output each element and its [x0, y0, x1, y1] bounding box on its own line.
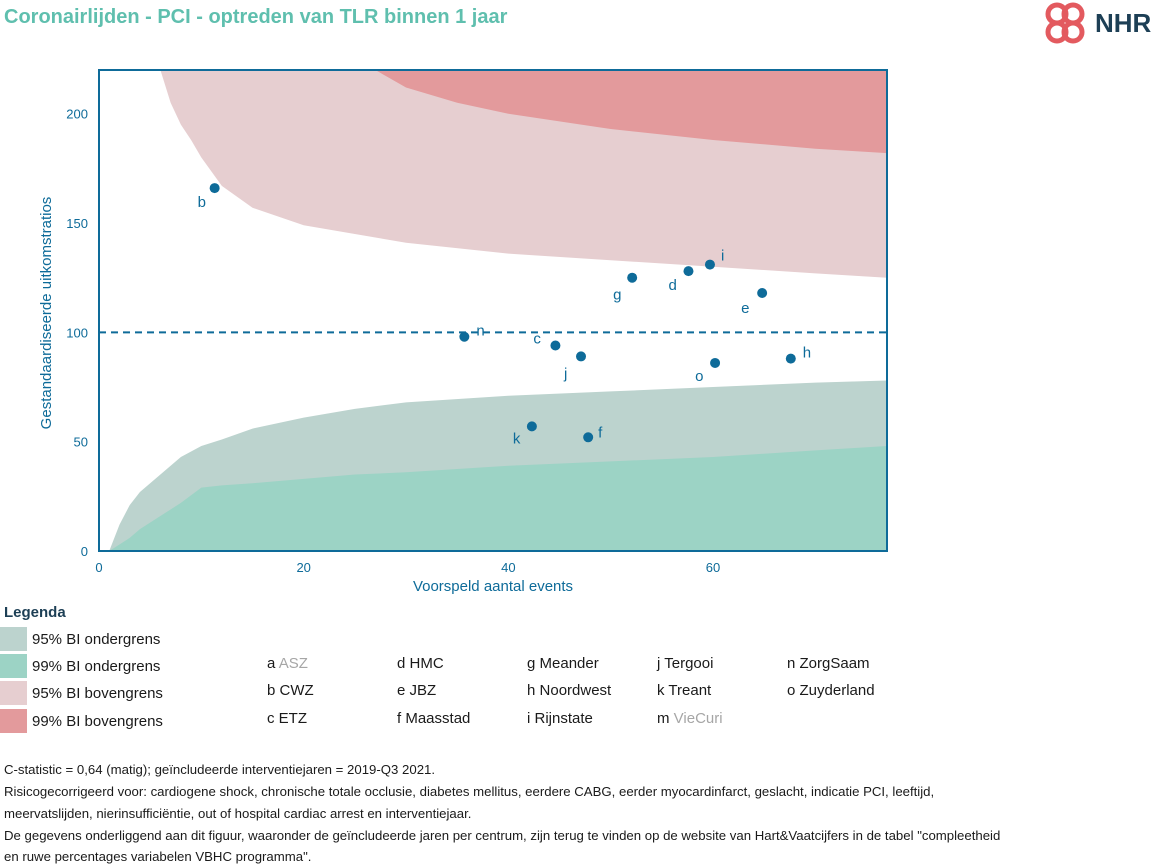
legend-title: Legenda — [4, 604, 66, 621]
center-key-item: b CWZ — [267, 682, 314, 699]
plot-border — [98, 69, 888, 552]
data-point-f — [583, 432, 594, 443]
legend-item-lower99: 99% BI ondergrens — [0, 654, 160, 678]
point-label-f: f — [598, 424, 603, 441]
point-label-k: k — [513, 430, 521, 447]
data-point-k — [526, 421, 537, 432]
point-label-h: h — [803, 345, 811, 362]
point-label-j: j — [563, 365, 567, 382]
data-point-e — [757, 288, 768, 299]
center-key-item: i Rijnstate — [527, 710, 593, 727]
x-tick-label: 20 — [296, 560, 310, 575]
data-point-d — [683, 266, 694, 277]
point-label-o: o — [695, 368, 703, 385]
x-axis-label: Voorspeld aantal events — [413, 578, 573, 595]
y-tick-label: 50 — [74, 435, 88, 450]
legend-item-upper99: 99% BI bovengrens — [0, 709, 163, 733]
legend-swatch — [0, 681, 27, 705]
nhr-logo-icon — [1045, 2, 1085, 44]
center-key-item: a ASZ — [267, 655, 308, 672]
legend-label: 99% BI bovengrens — [32, 712, 163, 730]
legend-item-lower95: 95% BI ondergrens — [0, 627, 160, 651]
y-axis-label: Gestandaardiseerde uitkomstratios — [38, 197, 55, 430]
x-axis-ticks: 0 20 40 60 — [95, 560, 720, 575]
point-label-b: b — [198, 194, 206, 211]
y-axis-ticks: 0 50 100 150 200 — [66, 107, 88, 559]
point-label-c: c — [533, 330, 541, 347]
center-key-item: n ZorgSaam — [787, 655, 870, 672]
y-tick-label: 200 — [66, 107, 88, 122]
page-title: Coronairlijden - PCI - optreden van TLR … — [4, 6, 508, 28]
legend-item-upper95: 95% BI bovengrens — [0, 681, 163, 705]
upper-99-band — [375, 70, 887, 154]
legend-swatch — [0, 627, 27, 651]
logo-text: NHR — [1095, 8, 1152, 38]
lower-99-band — [109, 446, 887, 551]
point-label-d: d — [668, 277, 676, 294]
data-point-i — [704, 259, 715, 270]
point-label-e: e — [741, 300, 749, 317]
legend-label: 95% BI ondergrens — [32, 630, 161, 648]
footnote-statistic: C-statistic = 0,64 (matig); geïncludeerd… — [4, 762, 436, 777]
center-key-item: m VieCuri — [657, 710, 723, 727]
y-tick-label: 150 — [66, 216, 88, 231]
footnote-risk-adjustment: Risicogecorrigeerd voor: cardiogene shoc… — [4, 784, 935, 799]
footnote-source: De gegevens onderliggend aan dit figuur,… — [4, 828, 1001, 843]
point-label-g: g — [613, 287, 621, 304]
y-tick-label: 100 — [66, 325, 88, 340]
x-tick-label: 60 — [706, 560, 720, 575]
data-point-o — [710, 357, 721, 368]
legend-label: 95% BI bovengrens — [32, 684, 163, 702]
center-key-item: f Maasstad — [397, 710, 471, 727]
legend-swatch — [0, 709, 27, 733]
point-label-i: i — [721, 248, 724, 265]
data-point-n — [459, 331, 470, 342]
data-point-g — [627, 272, 638, 283]
legend-label: 99% BI ondergrens — [32, 657, 161, 675]
legend-swatch — [0, 654, 27, 678]
center-key-item: o Zuyderland — [787, 682, 875, 699]
point-label-n: n — [476, 323, 484, 340]
footnote-risk-adjustment-cont: meervatslijden, nierinsufficiëntie, out … — [4, 806, 472, 821]
data-points: b i d g e n c j h o k f — [198, 183, 811, 447]
data-point-h — [785, 353, 796, 364]
center-key-item: c ETZ — [267, 710, 308, 727]
center-key-item: k Treant — [657, 682, 712, 699]
center-key-item: h Noordwest — [527, 682, 612, 699]
data-point-b — [209, 183, 220, 194]
center-key-item: j Tergooi — [657, 655, 714, 672]
x-tick-label: 40 — [501, 560, 515, 575]
center-key-item: g Meander — [527, 655, 599, 672]
data-point-j — [576, 351, 587, 362]
center-key-item: d HMC — [397, 655, 444, 672]
x-tick-label: 0 — [95, 560, 102, 575]
data-point-c — [550, 340, 561, 351]
nhr-logo: NHR — [1040, 0, 1169, 48]
footnote-source-cont: en ruwe percentages variabelen VBHC prog… — [4, 849, 312, 864]
y-tick-label: 0 — [81, 544, 88, 559]
center-key-item: e JBZ — [397, 682, 437, 699]
funnel-chart: b i d g e n c j h o k f 0 20 40 60 0 50 100 150 200 Voorsp… — [38, 69, 888, 595]
